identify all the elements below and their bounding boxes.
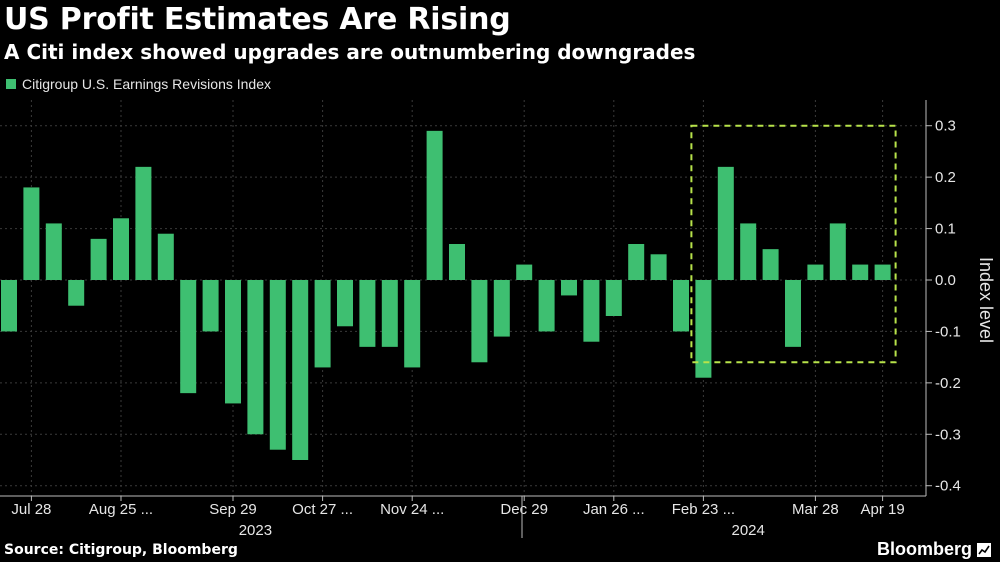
bar [225, 280, 241, 404]
bar [650, 254, 667, 280]
bar [1, 280, 17, 332]
bar [740, 223, 757, 280]
x-tick-label: Aug 25 ... [89, 501, 153, 518]
bar [717, 166, 734, 280]
x-tick-label: Sep 29 [209, 501, 257, 518]
y-tick-label: 0.3 [935, 118, 956, 135]
highlight-box [690, 124, 897, 364]
x-tick-label: Nov 24 ... [380, 501, 444, 518]
bar [449, 244, 465, 280]
year-label: 2024 [732, 522, 765, 539]
bar [247, 280, 264, 435]
bar [673, 280, 689, 332]
bloomberg-logo: Bloomberg [877, 539, 992, 560]
chart-subtitle: A Citi index showed upgrades are outnumb… [4, 40, 696, 64]
bar [829, 223, 846, 280]
bar [874, 264, 891, 280]
y-tick-label: -0.3 [935, 426, 961, 443]
x-tick-label: Oct 27 ... [292, 501, 353, 518]
bloomberg-mark-icon [977, 542, 991, 557]
legend: Citigroup U.S. Earnings Revisions Index [6, 76, 271, 92]
bar [292, 280, 309, 460]
bar [180, 280, 197, 394]
x-tick-label: Mar 28 [792, 501, 839, 518]
bar [561, 280, 577, 296]
bar [404, 280, 421, 368]
legend-label: Citigroup U.S. Earnings Revisions Index [22, 76, 272, 92]
x-tick-label: Jan 26 ... [583, 501, 645, 518]
bar [202, 280, 219, 332]
bar [23, 187, 40, 280]
y-tick-label: -0.1 [935, 323, 961, 340]
bar [628, 244, 645, 280]
bar [538, 280, 555, 332]
source-note: Source: Citigroup, Bloomberg [4, 542, 238, 558]
bar [337, 280, 353, 327]
bar [45, 223, 62, 280]
x-tick-label: Dec 29 [500, 501, 548, 518]
y-tick-label: 0.2 [935, 169, 956, 186]
legend-swatch [6, 79, 16, 89]
bar [516, 264, 533, 280]
y-tick-label: 0.1 [935, 221, 956, 238]
bar [314, 280, 331, 368]
bar [493, 280, 510, 337]
bar [381, 280, 398, 347]
bar [426, 130, 443, 280]
bar [269, 280, 286, 450]
bar [135, 166, 152, 280]
year-label: 2023 [239, 522, 272, 539]
x-tick-label: Feb 23 ... [672, 501, 735, 518]
bar [359, 280, 376, 347]
y-tick-label: 0.0 [935, 272, 956, 289]
brand-name: Bloomberg [876, 539, 972, 559]
chart-title: US Profit Estimates Are Rising [4, 2, 511, 37]
y-axis-title: Index level [976, 257, 996, 343]
bar [113, 218, 129, 280]
bar [807, 264, 824, 280]
bar [68, 280, 85, 306]
bar [90, 238, 107, 280]
x-tick-label: Apr 19 [860, 501, 904, 518]
y-tick-label: -0.4 [935, 478, 961, 495]
y-tick-label: -0.2 [935, 375, 961, 392]
bar [605, 280, 622, 316]
bar [852, 264, 869, 280]
bar [583, 280, 600, 342]
bar [785, 280, 801, 347]
bar [695, 280, 712, 378]
bar [471, 280, 488, 363]
bar [762, 249, 779, 280]
bar [157, 233, 174, 280]
x-tick-label: Jul 28 [11, 501, 51, 518]
